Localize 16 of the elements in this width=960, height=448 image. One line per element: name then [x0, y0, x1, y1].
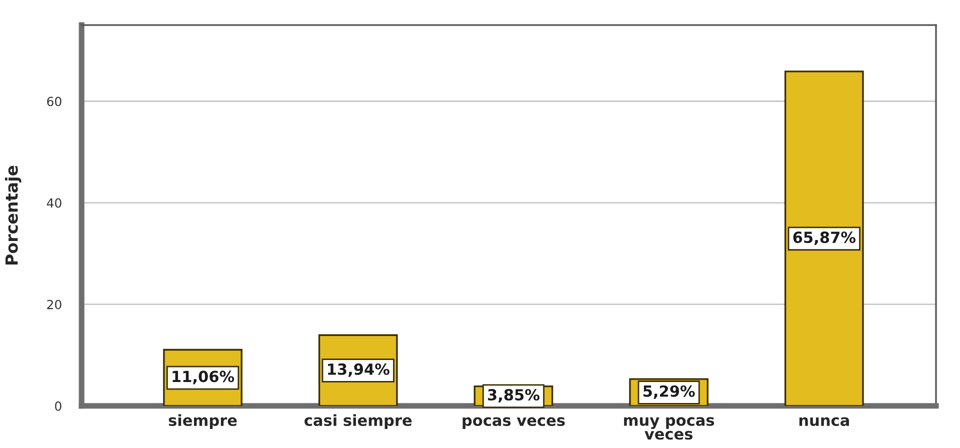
y-tick-label: 60: [47, 96, 62, 106]
x-tick-label: nunca: [799, 417, 849, 426]
y-tick-label: 0: [55, 401, 62, 411]
data-label: 5,29%: [643, 385, 695, 399]
bar: [784, 70, 864, 406]
y-axis-title: Porcentaje: [4, 166, 22, 265]
x-tick-label: pocas veces: [462, 417, 565, 430]
y-tick-label: 40: [46, 198, 62, 208]
data-label: 65,87%: [793, 232, 856, 246]
x-tick-label: siempre: [168, 414, 237, 430]
data-label: 3,85%: [488, 388, 540, 402]
data-label: 13,94%: [328, 363, 390, 377]
x-tick-label: casi siempre: [304, 414, 412, 430]
data-label: 11,06%: [172, 370, 234, 384]
y-tick-label: 20: [47, 300, 62, 310]
x-tick-label: muy pocas veces: [624, 417, 714, 440]
